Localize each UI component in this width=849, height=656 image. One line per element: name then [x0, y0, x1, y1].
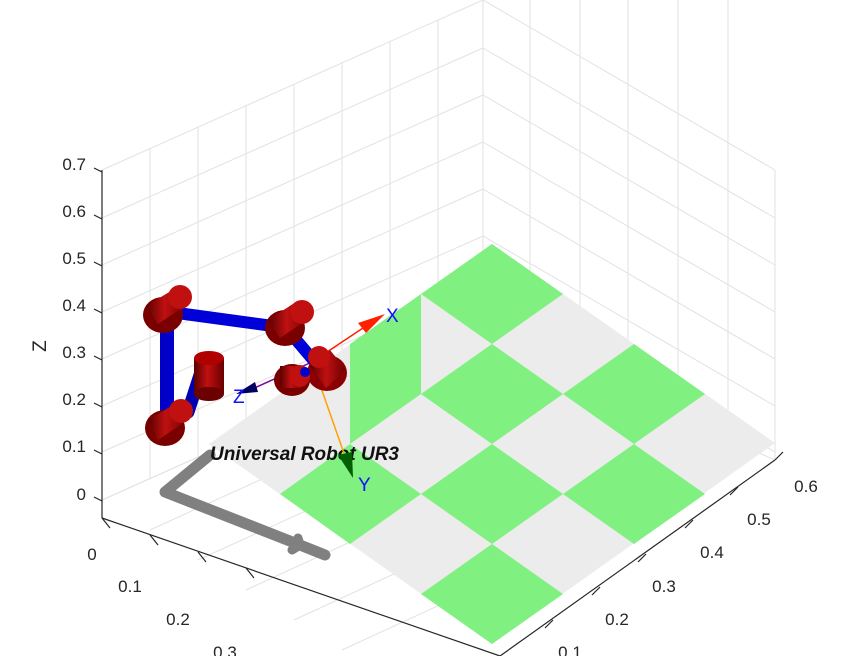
right-axis-tick-label: 0.4: [700, 543, 724, 562]
robot-joints: [143, 285, 347, 446]
frame-x-arrowhead: [358, 314, 385, 333]
frame-z-label: Z: [233, 387, 245, 408]
z-tick-label: 0.6: [62, 202, 86, 221]
z-tick-label: 0.3: [62, 343, 86, 362]
tool-frame: X Y Z: [233, 306, 399, 496]
frame-y-arrowhead: [338, 452, 353, 478]
right-axis-tick-label: 0.2: [605, 610, 629, 629]
left-axis-ticks: [101, 517, 255, 579]
left-axis-tick-label: 0.3: [213, 643, 237, 656]
z-tick-label: 0.2: [62, 390, 86, 409]
joint-base: [194, 351, 224, 401]
left-axis-tick-label: 0.2: [166, 610, 190, 629]
z-tick-label: 0.7: [62, 155, 86, 174]
z-tick-labels: 0.7 0.6 0.5 0.4 0.3 0.2 0.1 0: [62, 155, 86, 504]
frame-z-arrowhead: [236, 382, 258, 394]
joint-shoulder: [145, 399, 193, 446]
checker-square-green: [421, 244, 563, 344]
z-tick-label: 0.5: [62, 249, 86, 268]
checker-square-green: [421, 444, 563, 544]
z-axis-label: Z: [30, 340, 51, 352]
joint-wrist-1: [265, 300, 314, 346]
joint-wrist-2: [307, 346, 347, 391]
z-tick-label: 0.1: [62, 437, 86, 456]
joint-wrist-3: [274, 364, 310, 396]
right-axis-tick-label: 0.3: [652, 577, 676, 596]
right-axis-ticks: [544, 451, 784, 629]
joint-elbow: [143, 285, 192, 333]
right-axis-labels: 0.1 0.2 0.3 0.4 0.5 0.6: [558, 477, 818, 656]
right-axis-tick-label: 0.5: [747, 510, 771, 529]
axis-box: [101, 170, 776, 656]
z-tick-marks: [93, 167, 103, 502]
left-axis-tick-label: 0: [87, 545, 96, 564]
checker-square-green: [563, 444, 705, 544]
z-tick-label: 0: [77, 485, 86, 504]
checker-square-green: [350, 294, 421, 444]
frame-y-label: Y: [358, 475, 371, 496]
checker-square-green: [421, 544, 563, 644]
checker-square-green: [563, 344, 705, 444]
z-tick-label: 0.4: [62, 296, 86, 315]
frame-x-label: X: [386, 306, 399, 327]
robot-shadow: [159, 449, 331, 561]
checker-square-green: [421, 344, 563, 444]
right-axis-tick-label: 0.6: [794, 477, 818, 496]
left-axis-tick-label: 0.1: [118, 577, 142, 596]
right-axis-tick-label: 0.1: [558, 643, 582, 656]
left-axis-labels: 0 0.1 0.2 0.3: [87, 545, 237, 656]
robot-name-label: Universal Robot UR3: [210, 444, 399, 465]
checker-square-green: [280, 444, 421, 544]
checkerboard-floor: [209, 244, 775, 644]
